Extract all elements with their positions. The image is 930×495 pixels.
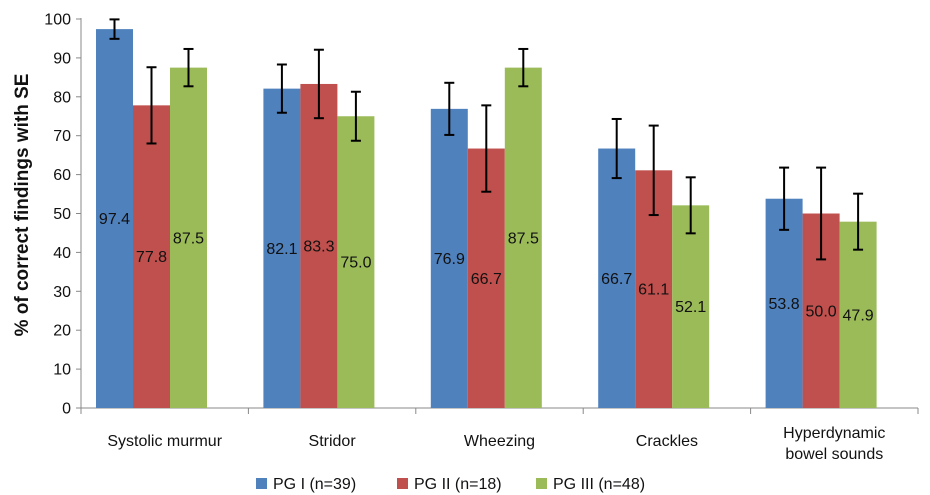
bar bbox=[300, 83, 338, 408]
y-tick-label: 70 bbox=[53, 128, 71, 145]
y-tick-label: 90 bbox=[53, 50, 71, 67]
y-tick-label: 40 bbox=[53, 245, 71, 262]
data-label: 66.7 bbox=[471, 271, 502, 288]
y-tick-label: 10 bbox=[53, 362, 71, 379]
bar bbox=[598, 148, 636, 409]
y-tick-label: 0 bbox=[62, 401, 71, 418]
bar bbox=[839, 221, 877, 408]
bar bbox=[430, 108, 468, 408]
data-label: 82.1 bbox=[266, 241, 297, 258]
data-label: 76.9 bbox=[434, 251, 465, 268]
category-label: Wheezing bbox=[464, 433, 535, 450]
legend-swatch bbox=[256, 478, 267, 489]
bar bbox=[96, 29, 133, 408]
data-label: 53.8 bbox=[769, 296, 800, 313]
y-tick-label: 30 bbox=[53, 284, 71, 301]
data-label: 97.4 bbox=[99, 211, 130, 228]
y-tick-label: 60 bbox=[53, 167, 71, 184]
y-tick-label: 100 bbox=[44, 12, 71, 29]
category-label: bowel sounds bbox=[785, 446, 883, 463]
data-label: 77.8 bbox=[136, 249, 167, 266]
bars bbox=[96, 29, 877, 409]
data-label: 75.0 bbox=[340, 255, 371, 272]
data-label: 47.9 bbox=[843, 307, 874, 324]
y-axis-label: % of correct findings with SE bbox=[12, 74, 33, 337]
category-label: Hyperdynamic bbox=[783, 425, 885, 442]
legend-label: PG I (n=39) bbox=[273, 476, 356, 493]
category-label: Systolic murmur bbox=[107, 433, 222, 450]
y-tick-label: 50 bbox=[53, 206, 71, 223]
legend-swatch bbox=[397, 478, 408, 489]
bar bbox=[133, 105, 170, 408]
y-tick-label: 20 bbox=[53, 323, 71, 340]
bar bbox=[337, 116, 375, 408]
category-label: Crackles bbox=[636, 433, 698, 450]
data-label: 87.5 bbox=[508, 230, 539, 247]
value-labels: 97.4 82.1 76.9 66.7 53.8 77.8 83.3 66.7 61.1 50.0… bbox=[99, 211, 874, 324]
legend-swatch bbox=[536, 478, 547, 489]
data-label: 66.7 bbox=[601, 271, 632, 288]
data-label: 87.5 bbox=[173, 230, 204, 247]
bar bbox=[263, 88, 301, 409]
bar bbox=[170, 67, 207, 408]
bar bbox=[504, 67, 542, 408]
error-bars bbox=[109, 18, 864, 261]
data-label: 52.1 bbox=[675, 299, 706, 316]
category-labels: Systolic murmur Stridor Wheezing Crackles Hy… bbox=[107, 425, 885, 463]
axes: 0 10 20 30 40 50 60 70 80 90 100 bbox=[44, 12, 919, 418]
legend-label: PG III (n=48) bbox=[553, 476, 645, 493]
y-tick-label: 80 bbox=[53, 89, 71, 106]
data-label: 61.1 bbox=[638, 282, 669, 299]
legend-label: PG II (n=18) bbox=[414, 476, 502, 493]
bar bbox=[765, 198, 803, 408]
data-label: 83.3 bbox=[303, 238, 334, 255]
data-label: 50.0 bbox=[806, 303, 837, 320]
legend: PG I (n=39) PG II (n=18) PG III (n=48) bbox=[256, 476, 645, 493]
category-label: Stridor bbox=[309, 433, 357, 450]
bar bbox=[672, 205, 710, 408]
